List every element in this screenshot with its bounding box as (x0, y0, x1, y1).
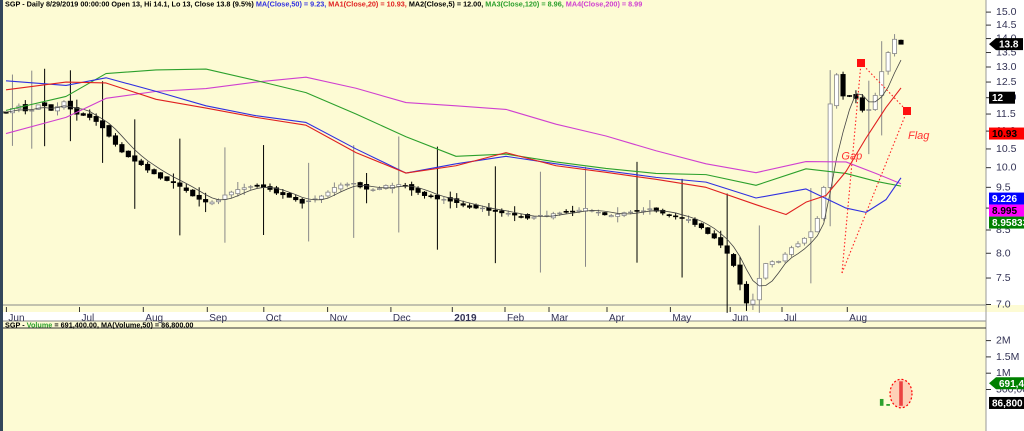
svg-text:2019: 2019 (454, 313, 477, 324)
svg-text:12: 12 (992, 93, 1004, 104)
svg-text:10.0: 10.0 (996, 162, 1017, 174)
svg-text:15.0: 15.0 (996, 6, 1017, 18)
svg-text:13.8: 13.8 (999, 40, 1019, 51)
svg-text:Sep: Sep (209, 313, 227, 324)
svg-text:Feb: Feb (507, 313, 525, 324)
svg-text:Oct: Oct (266, 313, 282, 324)
svg-text:8.0: 8.0 (996, 247, 1011, 259)
svg-text:8.95833: 8.95833 (992, 218, 1024, 229)
svg-text:14.5: 14.5 (996, 19, 1017, 31)
svg-text:11.5: 11.5 (996, 108, 1016, 120)
svg-text:9.226: 9.226 (992, 194, 1017, 205)
svg-text:10.5: 10.5 (996, 143, 1017, 155)
svg-text:1.5M: 1.5M (996, 351, 1019, 363)
svg-text:Jul: Jul (784, 313, 797, 324)
svg-text:2M: 2M (996, 335, 1011, 347)
svg-text:8.995: 8.995 (992, 206, 1017, 217)
svg-text:Jun: Jun (732, 313, 748, 324)
svg-text:Flag: Flag (908, 130, 930, 142)
svg-text:Apr: Apr (609, 313, 625, 324)
svg-text:Dec: Dec (393, 313, 411, 324)
svg-text:9.5: 9.5 (996, 181, 1011, 193)
svg-text:12.5: 12.5 (996, 76, 1017, 88)
svg-text:691,400: 691,400 (999, 379, 1024, 390)
svg-text:7.0: 7.0 (996, 299, 1011, 311)
svg-text:7.5: 7.5 (996, 272, 1011, 284)
svg-text:86,800: 86,800 (992, 398, 1023, 409)
svg-text:Mar: Mar (551, 313, 569, 324)
svg-text:May: May (672, 313, 691, 324)
svg-text:10.93: 10.93 (992, 129, 1017, 140)
svg-text:Gap: Gap (841, 151, 862, 163)
svg-text:Aug: Aug (849, 313, 867, 324)
svg-text:Nov: Nov (330, 313, 348, 324)
svg-text:13.0: 13.0 (996, 61, 1017, 73)
